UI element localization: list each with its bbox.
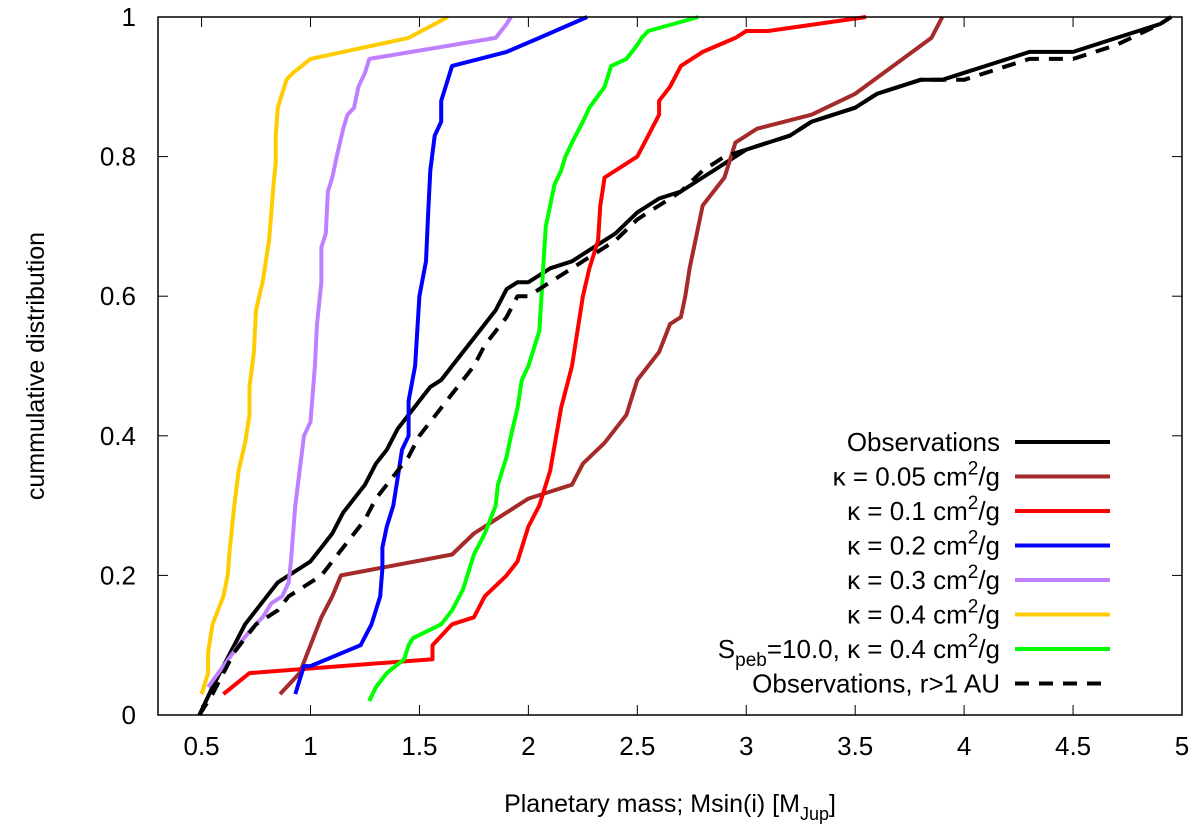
y-tick-label: 0 [122,700,136,730]
x-tick-label: 3.5 [837,731,873,761]
series-line-6 [367,15,699,702]
legend-label-7: Observations, r>1 AU [752,669,1000,699]
legend-label-3: κ = 0.2 cm2/g [847,528,1000,561]
y-axis-ticks: 0 0.2 0.4 0.6 0.8 1 [100,2,1182,730]
legend-label-4: κ = 0.3 cm2/g [847,562,1000,595]
x-tick-label: 3 [739,731,753,761]
y-tick-label: 0.2 [100,560,136,590]
plot-frame [157,16,1183,716]
x-tick-label: 1.5 [401,731,437,761]
legend-label-2: κ = 0.1 cm2/g [847,493,1000,526]
series-layer [197,15,1173,717]
y-tick-label: 0.4 [100,421,136,451]
x-tick-label: 4.5 [1055,731,1091,761]
x-axis-label-main: Planetary mass; Msin(i) [M [504,790,800,818]
legend-label-6: Speb=10.0, κ = 0.4 cm2/g [718,631,1000,671]
x-tick-label: 5 [1175,731,1189,761]
legend-label-5: κ = 0.4 cm2/g [847,597,1000,630]
series-line-4 [206,15,513,689]
legend-label-1: κ = 0.05 cm2/g [833,459,1000,492]
y-tick-label: 0.6 [100,281,136,311]
x-tick-label: 1 [303,731,317,761]
x-axis-label: Planetary mass; Msin(i) [MJup] [504,790,836,824]
x-tick-label: 0.5 [183,731,219,761]
series-line-5 [199,15,449,695]
x-tick-label: 4 [957,731,971,761]
x-axis-label-end: ] [829,790,836,818]
y-tick-label: 1 [122,2,136,32]
series-line-3 [293,15,588,695]
y-tick-label: 0.8 [100,142,136,172]
series-line-1 [278,16,945,696]
legend-label-0: Observations [847,427,1000,457]
x-tick-label: 2.5 [619,731,655,761]
x-axis-label-sub: Jup [800,804,829,824]
series-line-7 [197,15,1173,717]
x-tick-label: 2 [521,731,535,761]
series-line-2 [222,15,867,696]
y-axis-label: cummulative distribution [22,232,50,500]
x-axis-ticks: 0.5 1 1.5 2 2.5 3 3.5 4 4.5 5 [183,17,1189,761]
